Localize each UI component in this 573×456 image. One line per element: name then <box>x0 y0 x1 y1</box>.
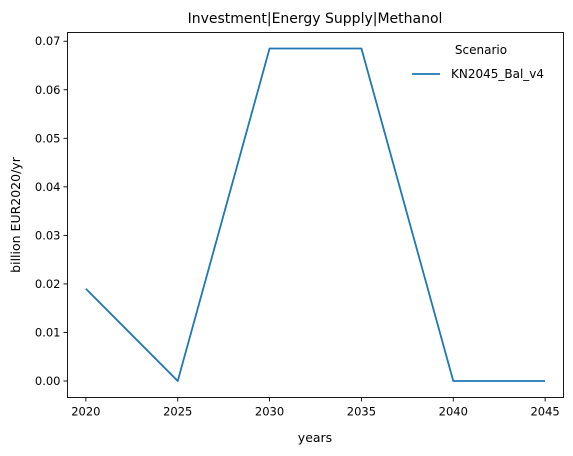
y-tick-label: 0.02 <box>35 277 61 291</box>
series-layer <box>85 47 546 382</box>
x-axis: 2020 2025 2030 2035 2040 2045 <box>71 397 560 419</box>
x-tick-label: 2020 <box>71 405 100 419</box>
y-tick-label: 0.05 <box>35 131 61 145</box>
plot-area: 2020 2025 2030 2035 2040 2045 0.000.010.020.0… <box>35 32 564 419</box>
chart-title: Investment|Energy Supply|Methanol <box>188 11 443 27</box>
y-tick-label: 0.06 <box>35 83 61 97</box>
y-tick-label: 0.04 <box>35 180 61 194</box>
x-tick-label: 2035 <box>347 405 376 419</box>
series-line <box>85 47 546 382</box>
y-tick-label: 0.03 <box>35 228 61 242</box>
plot-frame <box>67 32 564 398</box>
y-tick-label: 0.01 <box>35 325 61 339</box>
legend-label: KN2045_Bal_v4 <box>451 67 544 81</box>
x-tick-label: 2040 <box>439 405 468 419</box>
x-tick-label: 2030 <box>255 405 284 419</box>
y-axis: 0.00 0.01 0.02 0.03 0.04 0.05 0.06 0.07 <box>35 34 68 388</box>
y-tick-label: 0.00 <box>35 374 61 388</box>
x-axis-label: years <box>298 430 332 445</box>
legend-title: Scenario <box>455 43 507 57</box>
y-tick-label: 0.07 <box>35 34 61 48</box>
x-tick-label: 2045 <box>530 405 559 419</box>
y-axis-label: billion EUR2020/yr <box>8 156 23 273</box>
legend: Scenario KN2045_Bal_v4 <box>412 43 544 81</box>
x-tick-label: 2025 <box>163 405 192 419</box>
